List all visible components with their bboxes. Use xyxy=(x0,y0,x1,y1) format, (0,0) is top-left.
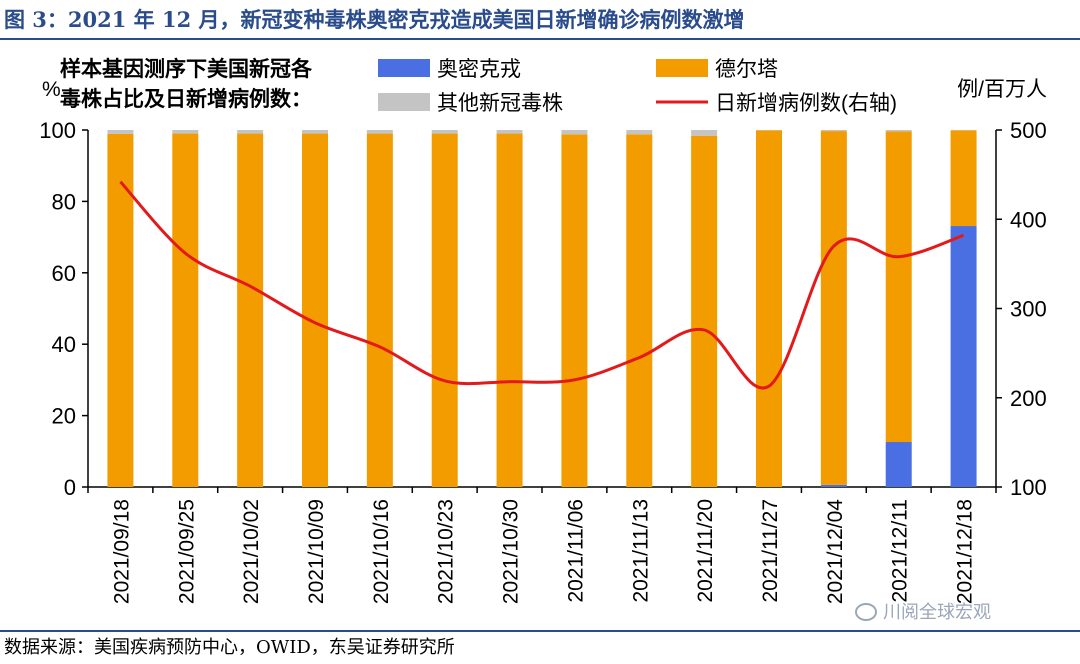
bar-other xyxy=(691,130,718,136)
x-axis-tick-label: 2021/09/25 xyxy=(175,499,198,604)
bar-other xyxy=(496,130,523,134)
legend-title-line-2: 毒株占比及日新增病例数： xyxy=(60,87,312,111)
x-axis-tick-label: 2021/10/16 xyxy=(370,499,393,604)
bar-delta xyxy=(302,133,328,487)
bar-other xyxy=(237,130,264,134)
x-axis-tick-label: 2021/11/13 xyxy=(629,499,652,603)
legend-label-cases: 日新增病例数(右轴) xyxy=(715,92,897,115)
axes: 0 20 40 60 80 100 100 200 300 400 500 xyxy=(39,118,1046,500)
x-axis-tick-label: 2021/11/20 xyxy=(694,499,717,603)
bar-delta xyxy=(561,134,588,487)
left-axis-tick-label: 100 xyxy=(39,118,76,143)
legend-swatch-omicron xyxy=(378,59,430,77)
legend-label-other: 其他新冠毒株 xyxy=(437,92,563,115)
cases-line xyxy=(119,180,965,390)
legend-label-omicron: 奥密克戎 xyxy=(437,58,521,81)
left-axis-tick-label: 60 xyxy=(52,261,76,286)
x-axis-tick-label: 2021/10/02 xyxy=(240,499,263,604)
legend-title-line-1: 样本基因测序下美国新冠各 xyxy=(60,57,313,81)
bar-delta xyxy=(950,130,977,227)
bar-omicron xyxy=(885,442,912,487)
source-divider xyxy=(0,630,1080,632)
left-axis-tick-label: 40 xyxy=(52,332,76,357)
legend: 奥密克戎 德尔塔 其他新冠毒株 日新增病例数(右轴) xyxy=(378,58,897,115)
right-axis-tick-label: 200 xyxy=(1010,386,1047,411)
x-axis-tick-label: 2021/11/06 xyxy=(564,499,587,603)
x-axis-labels: 2021/09/18 2021/09/25 2021/10/02 2021/10/09… xyxy=(110,499,976,604)
right-axis-tick-label: 500 xyxy=(1010,118,1047,143)
bar-delta xyxy=(237,133,264,487)
bar-delta xyxy=(756,130,782,487)
bar-other xyxy=(431,130,458,134)
legend-label-delta: 德尔塔 xyxy=(715,58,778,81)
wechat-icon xyxy=(855,603,877,621)
bar-delta xyxy=(626,134,653,487)
bar-other xyxy=(885,130,912,132)
right-axis-tick-label: 100 xyxy=(1010,475,1047,500)
bar-delta xyxy=(496,133,523,487)
right-axis-tick-label: 300 xyxy=(1010,297,1047,322)
x-axis-tick-label: 2021/10/23 xyxy=(435,499,458,604)
bar-delta xyxy=(107,133,134,487)
bar-other xyxy=(107,130,134,134)
x-axis-tick-label: 2021/11/27 xyxy=(759,499,782,603)
bar-other xyxy=(820,130,847,132)
right-axis-tick-label: 400 xyxy=(1010,207,1047,232)
x-axis-tick-label: 2021/09/18 xyxy=(110,499,133,604)
x-axis-tick-label: 2021/12/18 xyxy=(954,499,977,604)
bar-omicron xyxy=(820,484,847,487)
bar-other xyxy=(626,130,653,135)
bar-other xyxy=(302,130,328,134)
bar-delta xyxy=(691,135,718,487)
figure-title: 图 3：2021 年 12 月，新冠变种毒株奥密克戎造成美国日新增确诊病例数激增 xyxy=(4,7,745,32)
watermark: 川阅全球宏观 xyxy=(855,600,991,626)
bars xyxy=(107,130,977,487)
x-axis-tick-label: 2021/10/30 xyxy=(500,499,523,604)
x-axis-tick-label: 2021/10/09 xyxy=(305,499,328,604)
bar-other xyxy=(172,130,199,134)
x-axis-tick-label: 2021/12/11 xyxy=(889,499,912,603)
watermark-text: 川阅全球宏观 xyxy=(883,602,991,623)
bar-delta xyxy=(820,131,847,485)
legend-swatch-other xyxy=(378,93,430,111)
bar-delta xyxy=(885,131,912,443)
legend-title: 样本基因测序下美国新冠各 毒株占比及日新增病例数： xyxy=(60,57,313,111)
bar-omicron xyxy=(950,226,977,487)
cases-line-path xyxy=(119,180,965,390)
bar-other xyxy=(366,130,393,134)
source-note: 数据来源：美国疾病预防中心，OWID，东吴证券研究所 xyxy=(4,637,455,658)
x-axis-tick-label: 2021/12/04 xyxy=(824,499,847,604)
bar-other xyxy=(561,130,588,135)
left-axis-unit: % xyxy=(42,78,61,101)
bar-delta xyxy=(172,133,199,487)
right-axis-unit: 例/百万人 xyxy=(957,78,1047,101)
bar-delta xyxy=(366,133,393,487)
left-axis-tick-label: 80 xyxy=(52,189,76,214)
title-divider xyxy=(0,38,1080,40)
legend-swatch-delta xyxy=(656,59,708,77)
left-axis-tick-label: 0 xyxy=(64,475,76,500)
left-axis-tick-label: 20 xyxy=(52,404,76,429)
bar-delta xyxy=(431,133,458,487)
